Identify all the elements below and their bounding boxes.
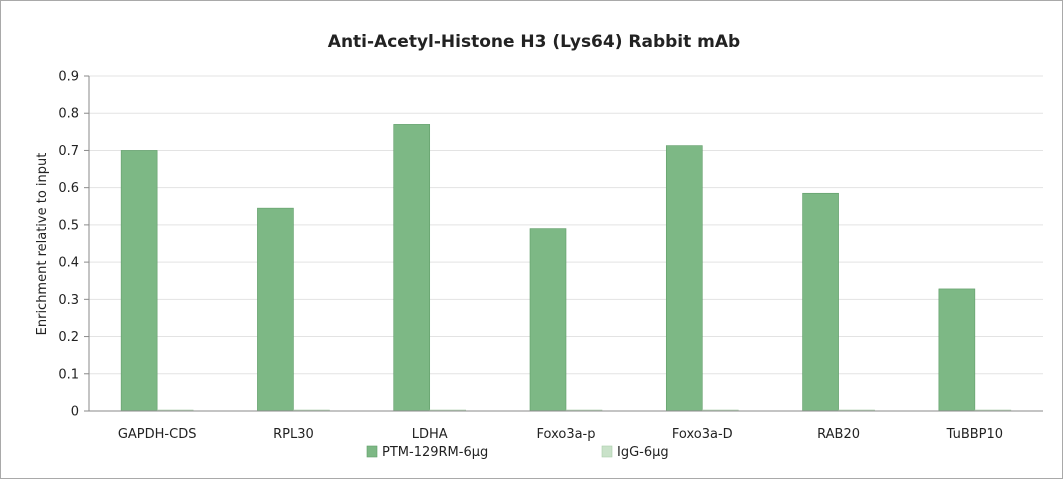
bar-ptm-rpl30 (257, 207, 294, 412)
legend-swatch (601, 445, 613, 458)
x-tick-label: Foxo3a-D (672, 427, 733, 442)
bar-ptm-ldha (393, 124, 431, 412)
bar-ptm-rab20 (802, 192, 839, 412)
x-tick-label: RAB20 (817, 427, 860, 442)
y-tick-label: 0.7 (58, 144, 79, 159)
x-tick-label: GAPDH-CDS (118, 427, 197, 442)
y-tick-label: 0.9 (58, 70, 79, 85)
legend-label: PTM-129RM-6μg (382, 445, 488, 460)
bar-ptm-foxo3a-d (665, 145, 703, 412)
legend: PTM-129RM-6μg IgG-6μg (366, 445, 669, 460)
bar-ptm-tubbp10 (938, 288, 976, 412)
x-tick-label: RPL30 (273, 427, 314, 442)
x-tick-label: Foxo3a-p (537, 427, 596, 442)
gridlines (89, 75, 1043, 375)
x-tick-label: TuBBP10 (946, 427, 1003, 442)
y-tick-label: 0.6 (58, 181, 79, 196)
chart-title: Anti-Acetyl-Histone H3 (Lys64) Rabbit mA… (328, 32, 740, 52)
y-axis-label: Enrichment relative to input (35, 153, 50, 336)
x-tick-label: LDHA (412, 427, 448, 442)
y-tick-label: 0.1 (58, 367, 79, 382)
legend-swatch (366, 445, 378, 458)
bar-ptm-gapdh-cds (120, 150, 158, 412)
y-tick-label: 0.5 (58, 218, 79, 233)
y-tick-label: 0.2 (58, 330, 79, 345)
bars (120, 124, 1012, 412)
y-axis-ticks: 0 0.1 0.2 0.3 0.4 0.5 0.6 0.7 0.8 0.9 (58, 70, 89, 420)
x-axis-ticks: GAPDH-CDS RPL30 LDHA Foxo3a-p Foxo3a-D RAB20 T… (118, 427, 1003, 442)
y-tick-label: 0.4 (58, 256, 79, 271)
bar-ptm-foxo3a-p (529, 228, 567, 412)
y-tick-label: 0.3 (58, 293, 79, 308)
y-tick-label: 0 (71, 405, 79, 420)
legend-label: IgG-6μg (617, 445, 669, 460)
y-tick-label: 0.8 (58, 107, 79, 122)
